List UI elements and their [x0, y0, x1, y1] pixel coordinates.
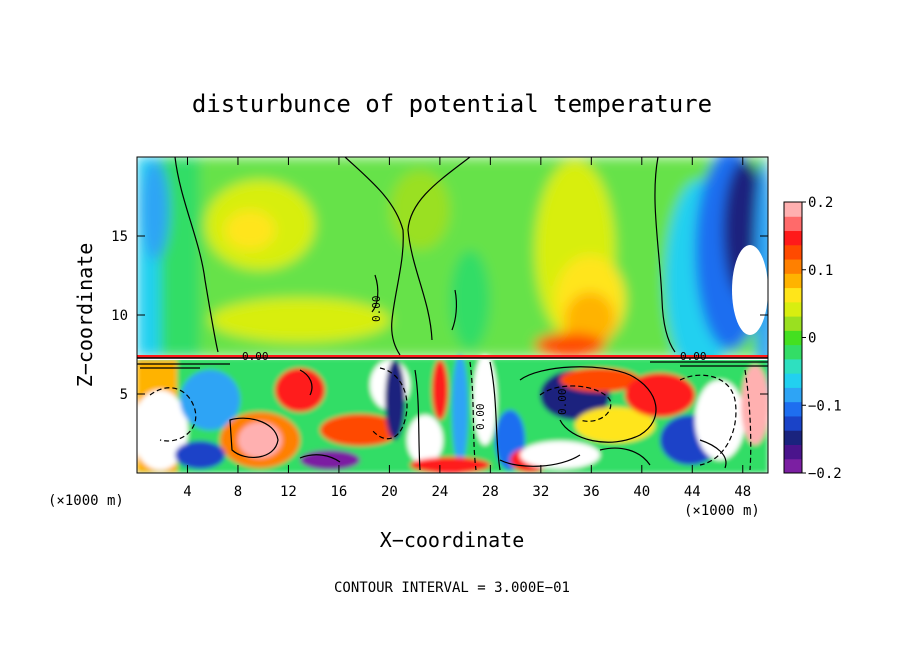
colorbar-swatch: [784, 415, 802, 431]
colorbar-swatch: [784, 387, 802, 403]
x-tick-label: 48: [734, 484, 751, 500]
contour-lines: [137, 157, 768, 471]
contour-line: [371, 367, 408, 440]
x-axis: 4 8 12 16 20 24 28 32 36 40 44 48: [183, 157, 751, 500]
contour-line: [499, 454, 581, 467]
contour-line: [414, 369, 421, 471]
contour-line: [654, 157, 676, 353]
colorbar: [783, 201, 803, 474]
colorbar-swatch: [784, 373, 802, 388]
colorbar-swatch: [784, 273, 802, 289]
colorbar-swatch: [784, 401, 802, 417]
contour-line: [451, 289, 458, 331]
plot-area: 0.00 0.00 0.00 0.00 0.00: [137, 157, 768, 473]
contour-label: 0.00: [474, 404, 487, 431]
colorbar-swatch: [784, 344, 802, 360]
y-tick-label: 15: [111, 229, 128, 245]
contour-label: 0.00: [370, 296, 383, 323]
contour-line: [539, 385, 612, 422]
contour-line: [299, 454, 341, 463]
y-axis-label: Z−coordinate: [73, 243, 97, 388]
contour-line: [489, 361, 501, 471]
x-tick-label: 32: [532, 484, 549, 500]
contour-label: 0.00: [556, 389, 569, 416]
x-tick-label: 16: [330, 484, 347, 500]
contour-line: [699, 439, 727, 469]
colorbar-swatch: [784, 444, 802, 460]
contour-line: [299, 369, 313, 396]
x-unit-label-left: (×1000 m): [48, 493, 124, 509]
contour-line: [599, 447, 651, 466]
colorbar-swatch: [784, 244, 802, 260]
colorbar-swatch: [784, 358, 802, 374]
colorbar-swatch: [784, 430, 802, 445]
colorbar-swatch: [784, 458, 802, 474]
contour-line: [679, 374, 737, 466]
contour-line: [407, 157, 471, 341]
x-tick-label: 12: [280, 484, 297, 500]
upper-field: [137, 157, 768, 400]
colorbar-tick-label: 0: [808, 331, 816, 347]
x-tick-label: 24: [431, 484, 448, 500]
colorbar-tick-label: 0.2: [808, 195, 833, 211]
y-tick-label: 10: [111, 308, 128, 324]
contour-line: [371, 274, 379, 313]
colorbar-swatch: [784, 202, 802, 217]
colorbar-tick-label: −0.2: [808, 466, 842, 482]
x-tick-label: 40: [633, 484, 650, 500]
contour-line: [137, 361, 768, 369]
contour-line: [469, 361, 477, 471]
colorbar-swatch: [784, 259, 802, 274]
x-axis-label: X−coordinate: [380, 528, 525, 552]
x-tick-label: 20: [381, 484, 398, 500]
lower-field: [137, 355, 768, 473]
x-tick-label: 4: [183, 484, 191, 500]
colorbar-tick-label: 0.1: [808, 263, 833, 279]
x-tick-label: 8: [234, 484, 242, 500]
contour-line: [174, 157, 219, 353]
contour-interval-note: CONTOUR INTERVAL = 3.000E−01: [334, 580, 570, 596]
colorbar-swatch: [784, 301, 802, 317]
interface-band: [137, 355, 768, 358]
colorbar-tick-label: −0.1: [808, 398, 842, 414]
x-tick-label: 44: [684, 484, 701, 500]
contour-label: 0.00: [242, 350, 269, 363]
interface-band-white: [137, 358, 768, 360]
colorbar-swatch: [784, 287, 802, 303]
y-axis: 5 10 15: [111, 229, 768, 403]
chart-title: disturbunce of potential temperature: [192, 90, 712, 118]
contour-line: [344, 157, 404, 356]
contour-labels: 0.00 0.00 0.00 0.00 0.00: [242, 296, 707, 431]
y-tick-label: 5: [120, 387, 128, 403]
x-unit-label-right: (×1000 m): [684, 503, 760, 519]
contour-line: [149, 387, 197, 442]
saturated-region: [732, 245, 768, 335]
colorbar-ticks: −0.2 −0.1 0 0.1 0.2: [802, 195, 842, 482]
contour-line: [744, 369, 752, 471]
x-tick-label: 36: [583, 484, 600, 500]
colorbar-swatch: [784, 316, 802, 331]
contour-label: 0.00: [680, 350, 707, 363]
x-tick-label: 28: [482, 484, 499, 500]
colorbar-swatch: [784, 216, 802, 232]
colorbar-swatch: [784, 230, 802, 246]
contour-line: [519, 366, 657, 443]
colorbar-swatch: [784, 330, 802, 346]
contour-line: [229, 417, 279, 458]
